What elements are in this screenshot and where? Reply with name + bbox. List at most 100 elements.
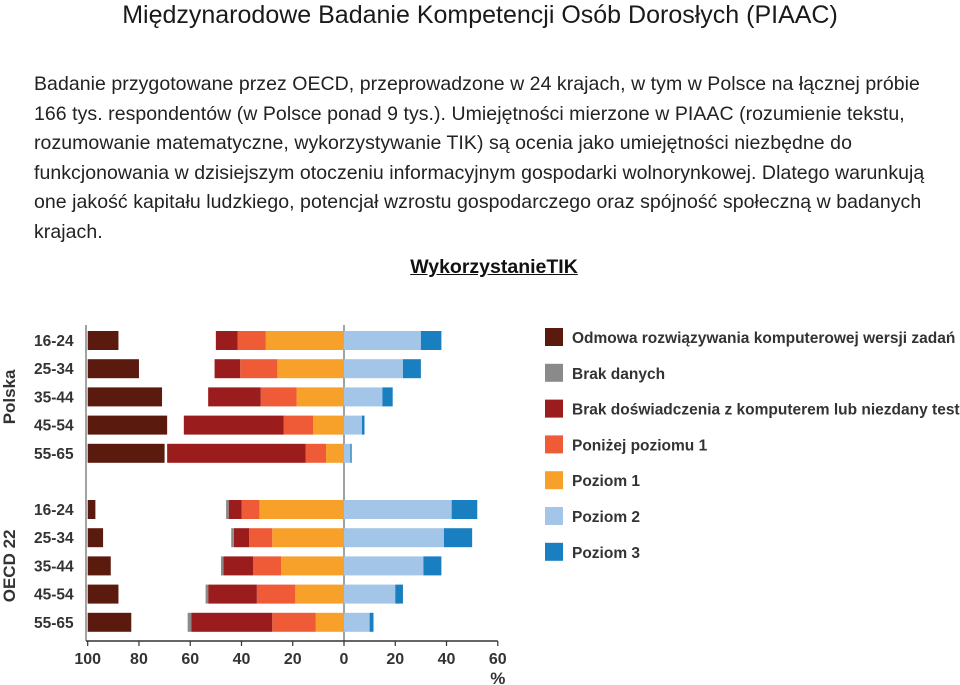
- bar-brak_dosw: [191, 612, 273, 632]
- category-label: 45-54: [34, 418, 74, 435]
- description-paragraph: Badanie przygotowane przez OECD, przepro…: [34, 73, 925, 243]
- bar-poziom3: [423, 556, 442, 576]
- x-tick-label: 0: [340, 651, 349, 668]
- bar-brak_danych: [220, 556, 224, 576]
- bar-brak_danych: [205, 584, 209, 604]
- x-tick-label: 20: [284, 651, 302, 668]
- page-title: Międzynarodowe Badanie Kompetencji Osób …: [122, 1, 838, 29]
- x-axis-unit-label: %: [490, 669, 505, 685]
- bar-poziom1: [313, 415, 344, 435]
- bar-poziom3: [395, 584, 403, 604]
- bar-poziom1: [259, 500, 344, 519]
- bar-ponizej1: [256, 584, 296, 604]
- bar-poziom2: [344, 359, 403, 379]
- category-label: 25-34: [34, 530, 74, 547]
- bar-poziom3: [451, 500, 478, 519]
- legend-label-poziom2: Poziom 2: [572, 509, 640, 526]
- category-label: 45-54: [34, 587, 74, 604]
- bar-brak_dosw: [215, 331, 238, 350]
- legend-swatch-poziom3: [545, 542, 563, 561]
- bar-poziom1: [281, 556, 344, 576]
- bar-poziom2: [344, 528, 444, 548]
- legend-swatch-ponizej1: [545, 435, 563, 454]
- bar-poziom2: [344, 331, 421, 350]
- bar-odmowa: [87, 359, 139, 379]
- category-label: 25-34: [34, 361, 74, 378]
- bar-poziom3: [369, 612, 374, 632]
- bar-brak_dosw: [208, 387, 261, 407]
- bar-brak_dosw: [208, 584, 257, 604]
- x-tick-label: 100: [74, 651, 101, 668]
- bar-poziom2: [344, 443, 351, 463]
- bar-brak_dosw: [228, 500, 242, 519]
- bar-ponizej1: [249, 528, 273, 548]
- bar-brak_dosw: [223, 556, 254, 576]
- category-label: 55-65: [34, 446, 74, 463]
- bar-poziom2: [344, 500, 452, 519]
- bar-poziom2: [344, 387, 383, 407]
- bar-poziom1: [296, 387, 344, 407]
- bar-brak_dosw: [183, 415, 284, 435]
- legend-swatch-poziom1: [545, 471, 563, 490]
- bar-odmowa: [87, 612, 132, 632]
- bar-odmowa: [87, 500, 96, 519]
- bar-poziom2: [344, 556, 424, 576]
- legend-swatch-poziom2: [545, 507, 563, 525]
- bar-poziom3: [443, 528, 473, 548]
- bar-poziom1: [277, 359, 344, 379]
- x-tick-label: 60: [489, 651, 507, 668]
- legend-swatch-odmowa: [545, 328, 563, 346]
- x-tick-label: 20: [386, 651, 404, 668]
- x-tick-label: 80: [130, 651, 148, 668]
- bar-odmowa: [87, 528, 104, 548]
- chart-subtitle: WykorzystanieTIK: [410, 256, 578, 278]
- bar-poziom1: [315, 612, 344, 632]
- bar-ponizej1: [283, 415, 314, 435]
- category-label: 55-65: [34, 615, 74, 632]
- bar-poziom3: [350, 443, 352, 463]
- legend-label-odmowa: Odmowa rozwiązywania komputerowej wersji…: [572, 330, 955, 347]
- bar-brak_danych: [226, 500, 229, 519]
- bar-brak_danych: [231, 528, 234, 548]
- bar-ponizej1: [241, 500, 260, 519]
- bar-poziom3: [361, 415, 365, 435]
- bar-brak_dosw: [233, 528, 250, 548]
- x-tick-label: 40: [438, 651, 456, 668]
- legend-label-poziom1: Poziom 1: [572, 473, 640, 490]
- bar-poziom2: [344, 584, 396, 604]
- bar-brak_dosw: [167, 443, 306, 463]
- category-label: 35-44: [34, 558, 74, 575]
- bar-odmowa: [87, 387, 163, 407]
- bar-poziom2: [344, 612, 370, 632]
- bar-ponizej1: [260, 387, 297, 407]
- bar-poziom2: [344, 415, 362, 435]
- bar-ponizej1: [240, 359, 278, 379]
- bar-poziom3: [402, 359, 421, 379]
- group-label: Polska: [0, 369, 19, 424]
- bar-odmowa: [87, 584, 119, 604]
- x-tick-label: 40: [233, 651, 251, 668]
- legend-label-ponizej1: Poniżej poziomu 1: [572, 437, 708, 454]
- bar-poziom3: [382, 387, 393, 407]
- bar-odmowa: [87, 415, 168, 435]
- bar-ponizej1: [272, 612, 316, 632]
- bar-odmowa: [87, 443, 165, 463]
- category-label: 16-24: [34, 502, 74, 519]
- legend-label-poziom3: Poziom 3: [572, 545, 640, 562]
- legend-label-brak_danych: Brak danych: [572, 366, 665, 383]
- bar-brak_dosw: [214, 359, 241, 379]
- bar-poziom1: [326, 443, 344, 463]
- bar-ponizej1: [237, 331, 266, 350]
- bar-ponizej1: [253, 556, 282, 576]
- x-tick-label: 60: [181, 651, 199, 668]
- bar-odmowa: [87, 556, 111, 576]
- bar-brak_danych: [187, 612, 192, 632]
- group-label: OECD 22: [0, 530, 19, 603]
- category-label: 16-24: [34, 333, 74, 350]
- bar-poziom1: [265, 331, 344, 350]
- category-label: 35-44: [34, 389, 74, 406]
- bar-poziom1: [272, 528, 344, 548]
- bar-ponizej1: [305, 443, 327, 463]
- bar-odmowa: [87, 331, 119, 350]
